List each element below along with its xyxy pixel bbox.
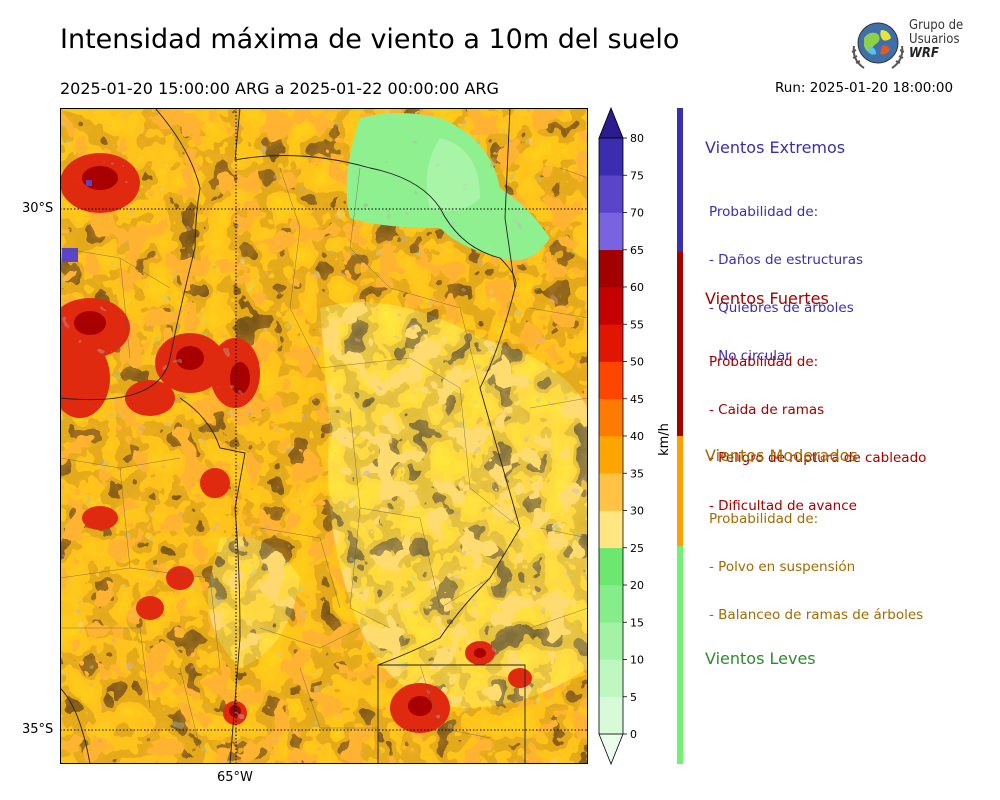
category-line: Probabilidad de: [709,354,819,370]
colorbar-tick-label: 70 [630,207,644,220]
category-bar-extreme [677,108,683,252]
category-line: - Quiebres de árboles [709,300,854,316]
category-line: - Daños de estructuras [709,252,864,268]
category-bar-strong [677,252,683,436]
category-title: Vientos Leves [705,649,816,668]
category-title: Vientos Moderados [705,446,858,465]
category-bar-light [677,546,683,764]
colorbar-tick-label: 60 [630,281,644,294]
category-line: - Peligro de ruptura de cableado [709,450,927,466]
colorbar-segment [599,212,623,251]
category-title: Vientos Extremos [705,138,846,157]
category-line: Probabilidad de: [709,204,819,220]
colorbar-segment [599,249,623,288]
colorbar-segment [599,324,623,362]
run-time: Run: 2025-01-20 18:00:00 [775,80,954,96]
lat-label-35s: 35°S [22,722,54,737]
colorbar-tick-label: 30 [630,505,644,518]
logo-text: Grupo de Usuarios WRF [909,19,963,61]
logo-line-2: Usuarios [909,32,960,47]
colorbar-tick-label: 55 [630,318,644,331]
colorbar-segment [599,287,623,325]
logo-line-3: WRF [909,46,939,61]
colorbar-tick-label: 25 [630,542,644,555]
wind-map [60,108,588,764]
colorbar-segment [599,696,623,735]
department-borders [60,167,588,749]
category-line: - Dificultad de avance [709,498,857,514]
colorbar-segment [599,622,623,660]
category-line: - Balanceo de ramas de árboles [709,607,924,623]
colorbar-segment [599,473,623,511]
province-borders [60,108,526,764]
colorbar-tick-label: 45 [630,393,644,406]
category-bar [677,108,683,764]
globe-logo-icon [851,22,905,69]
colorbar-tick-label: 75 [630,169,644,182]
category-title: Vientos Fuertes [705,289,829,308]
colorbar-tick-label: 80 [630,132,644,145]
colorbar-tick-label: 10 [630,654,644,667]
colorbar-tick-label: 65 [630,244,644,257]
colorbar-extension-bottom [598,733,624,766]
colorbar-unit: km/h [656,423,672,456]
lat-label-30s: 30°S [22,201,54,216]
colorbar-segment [599,175,623,213]
category-line: - Caida de ramas [709,402,825,418]
colorbar-tick-label: 50 [630,356,644,369]
category-strong: Vientos Fuertes Probabilidad de: - Caida… [705,289,926,546]
logo-line-1: Grupo de [909,18,964,33]
lon-label-65w: 65°W [217,770,253,785]
colorbar-segment [599,361,623,400]
colorbar: 0 5 10 15 20 25 30 35 40 45 50 55 60 65 70 75 80 [598,106,644,766]
colorbar-tick-label: 15 [630,616,644,629]
graticule [60,108,588,764]
category-line: Probabilidad de: [709,511,819,527]
colorbar-segment [599,436,623,474]
category-bar-moderate [677,436,683,546]
colorbar-tick-label: 40 [630,430,644,443]
category-moderate: Vientos Moderados Probabilidad de: - Pol… [705,446,923,655]
colorbar-segment [599,585,623,623]
colorbar-tick-label: 35 [630,467,644,480]
category-line: - Polvo en suspensión [709,559,856,575]
colorbar-segment [599,510,623,549]
category-line: - No circular [709,348,791,364]
map-title: Intensidad máxima de viento a 10m del su… [60,24,680,55]
colorbar-segment [599,659,623,698]
colorbar-segment [599,398,623,437]
colorbar-segment [599,547,623,586]
colorbar-tick-label: 0 [630,728,637,741]
category-light: Vientos Leves [705,649,816,668]
wrf-logo [848,16,973,72]
category-extreme: Vientos Extremos Probabilidad de: - Daño… [705,138,863,396]
colorbar-extension-top [598,106,624,139]
colorbar-tick-label: 20 [630,579,644,592]
colorbar-segment [599,138,623,176]
colorbar-tick-label: 5 [630,691,637,704]
forecast-period: 2025-01-20 15:00:00 ARG a 2025-01-22 00:… [60,79,499,98]
